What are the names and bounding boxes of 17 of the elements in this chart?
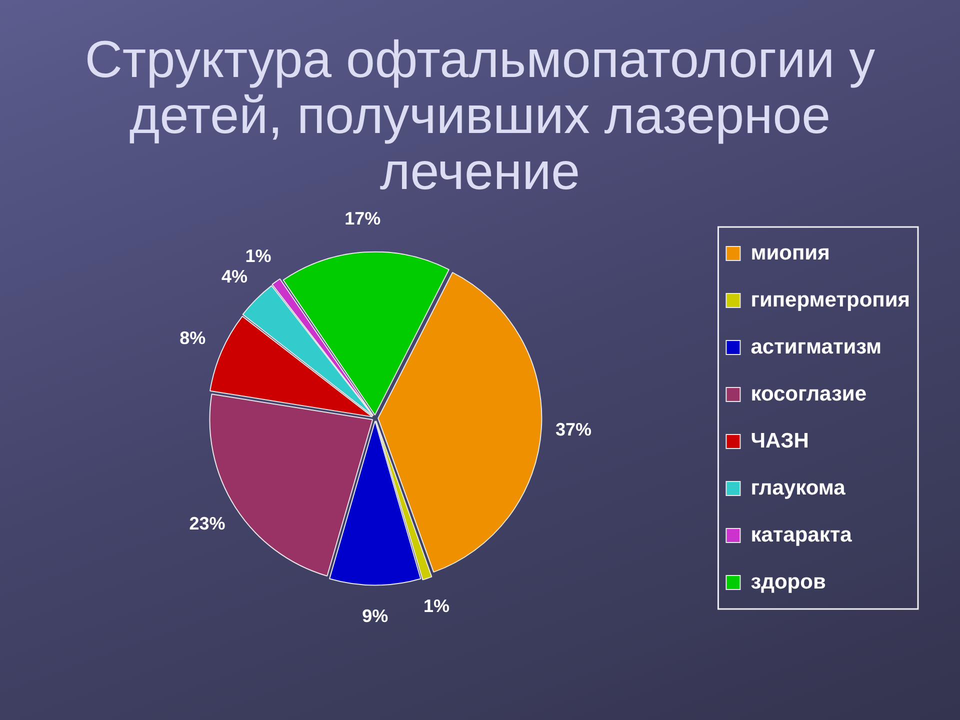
legend-label: миопия [750, 241, 830, 264]
chart-title: Структура офтальмопатологии у детей, получивших лазерное лечение [84, 31, 876, 201]
data-label: 1% [424, 596, 450, 616]
legend-label: ЧАЗН [750, 429, 809, 452]
data-label: 9% [362, 606, 388, 626]
data-label: 23% [189, 513, 226, 534]
legend-label: глаукома [750, 476, 846, 500]
data-label: 1% [245, 246, 272, 266]
data-label: 8% [180, 328, 206, 348]
data-label: 37% [555, 419, 592, 440]
data-label: 4% [222, 266, 248, 286]
legend-label: астигматизм [750, 335, 882, 358]
legend-label: катаракта [750, 523, 852, 546]
legend-label: косоглазие [750, 382, 867, 406]
data-label: 17% [344, 208, 381, 229]
legend-label: гиперметропия [750, 288, 910, 312]
legend-label: здоров [750, 570, 826, 594]
